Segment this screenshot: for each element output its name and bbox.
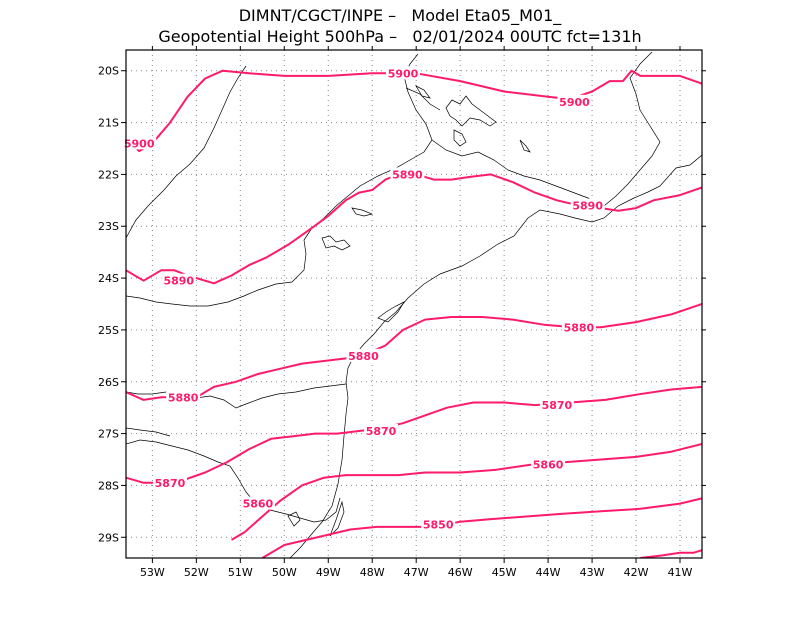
state-border	[431, 139, 605, 207]
lon-tick-label: 43W	[580, 566, 605, 579]
lat-tick-label: 28S	[98, 479, 119, 492]
contour-line-5860	[230, 443, 702, 541]
lagoon	[287, 511, 301, 527]
contour-label: 5900	[559, 96, 590, 109]
river	[405, 87, 441, 111]
state-border	[603, 51, 661, 207]
lagoon	[329, 500, 345, 537]
axis-ticks: 53W 52W 51W 50W 49W 48W 47W 46W 45W 44W 43W 42W 41W 2…	[98, 46, 706, 579]
contour-label: 5900	[388, 67, 419, 80]
contour-label-bg	[390, 167, 425, 181]
contour-line-5880	[126, 303, 702, 401]
contour-label-bg	[240, 496, 275, 510]
lake	[453, 129, 467, 147]
map-title-line-1: DIMNT/CGCT/INPE – Model Eta05_M01_	[238, 6, 562, 25]
lon-tick-label: 42W	[624, 566, 649, 579]
graticule	[126, 50, 702, 558]
contour-label-bg	[346, 348, 381, 362]
contour-label: 5870	[155, 477, 186, 490]
lat-tick-label: 24S	[98, 272, 119, 285]
geopotential-contours	[126, 69, 702, 558]
state-border	[126, 65, 247, 239]
lake	[415, 85, 431, 99]
contour-label: 5880	[564, 321, 595, 334]
contour-label-bg	[152, 475, 187, 489]
state-border	[126, 383, 347, 409]
lat-tick-label: 22S	[98, 168, 119, 181]
lat-tick-label: 27S	[98, 428, 119, 441]
contour-line-5900	[126, 69, 702, 153]
contour-line-5890	[126, 173, 702, 285]
lon-tick-label: 49W	[316, 566, 341, 579]
map-title-line-2: Geopotential Height 500hPa – 02/01/2024 …	[158, 27, 642, 46]
lon-tick-label: 52W	[184, 566, 209, 579]
lon-tick-label: 47W	[404, 566, 429, 579]
map-frame	[125, 49, 703, 559]
contour-label-bg	[166, 390, 201, 404]
contour-label-bg	[386, 66, 421, 80]
lat-tick-label: 25S	[98, 324, 119, 337]
contour-label-bg	[421, 517, 456, 531]
lon-tick-label: 44W	[536, 566, 561, 579]
lat-tick-label: 23S	[98, 220, 119, 233]
contour-label: 5870	[542, 399, 573, 412]
lon-tick-label: 41W	[668, 566, 693, 579]
lon-tick-label: 46W	[448, 566, 473, 579]
lake	[321, 235, 351, 251]
lon-tick-label: 45W	[492, 566, 517, 579]
contour-label-bg	[161, 273, 196, 287]
coastline	[289, 154, 702, 558]
river	[126, 427, 171, 437]
lake	[445, 95, 497, 127]
contour-label: 5850	[423, 518, 454, 531]
lat-tick-label: 20S	[98, 65, 119, 78]
contour-line-partial	[640, 549, 702, 558]
state-border	[126, 439, 341, 523]
contour-label-bg	[531, 457, 566, 471]
coastline-borders	[126, 51, 702, 558]
lon-tick-label: 50W	[272, 566, 297, 579]
contour-label: 5880	[348, 350, 379, 363]
contour-label: 5890	[392, 168, 423, 181]
lon-tick-label: 53W	[140, 566, 165, 579]
contour-label-bg	[570, 198, 605, 212]
contour-label-bg	[561, 320, 596, 334]
lagoon	[377, 301, 405, 323]
lon-tick-label: 48W	[360, 566, 385, 579]
lon-tick-label: 51W	[228, 566, 253, 579]
contour-label: 5880	[168, 391, 199, 404]
contour-label-bg	[364, 424, 399, 437]
lat-tick-label: 26S	[98, 376, 119, 389]
lake	[519, 139, 531, 153]
contour-label-bg	[122, 136, 157, 150]
contour-label: 5860	[243, 498, 274, 511]
contour-label: 5860	[533, 459, 564, 472]
contour-label-bg	[557, 94, 592, 108]
contour-line-5870	[126, 385, 702, 484]
contour-label: 5870	[366, 425, 397, 438]
lake	[351, 207, 374, 217]
lat-tick-label: 29S	[98, 531, 119, 544]
contour-label: 5890	[572, 200, 603, 213]
contour-labels: 5900 5900 5900 5890 5890 5890 5880 5880 5880 5870…	[122, 66, 605, 531]
contour-label: 5900	[124, 137, 155, 150]
lat-tick-label: 21S	[98, 117, 119, 130]
contour-line-5850	[261, 497, 702, 558]
contour-label: 5890	[163, 275, 194, 288]
contour-label-bg	[539, 398, 574, 412]
